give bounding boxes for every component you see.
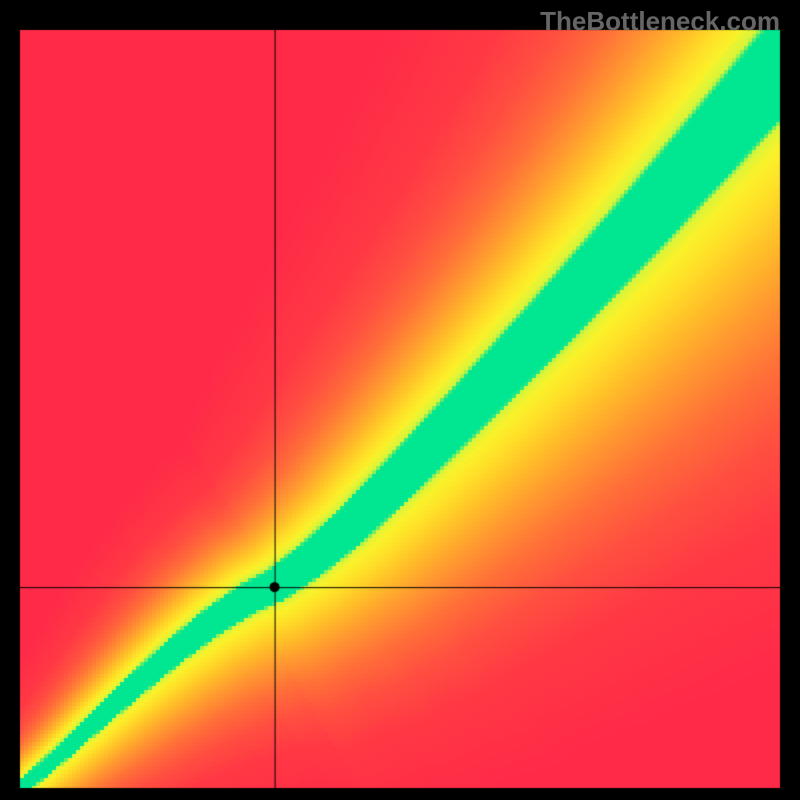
- heatmap-canvas: [0, 0, 800, 800]
- bottleneck-heatmap-chart: TheBottleneck.com: [0, 0, 800, 800]
- watermark-text: TheBottleneck.com: [540, 6, 780, 37]
